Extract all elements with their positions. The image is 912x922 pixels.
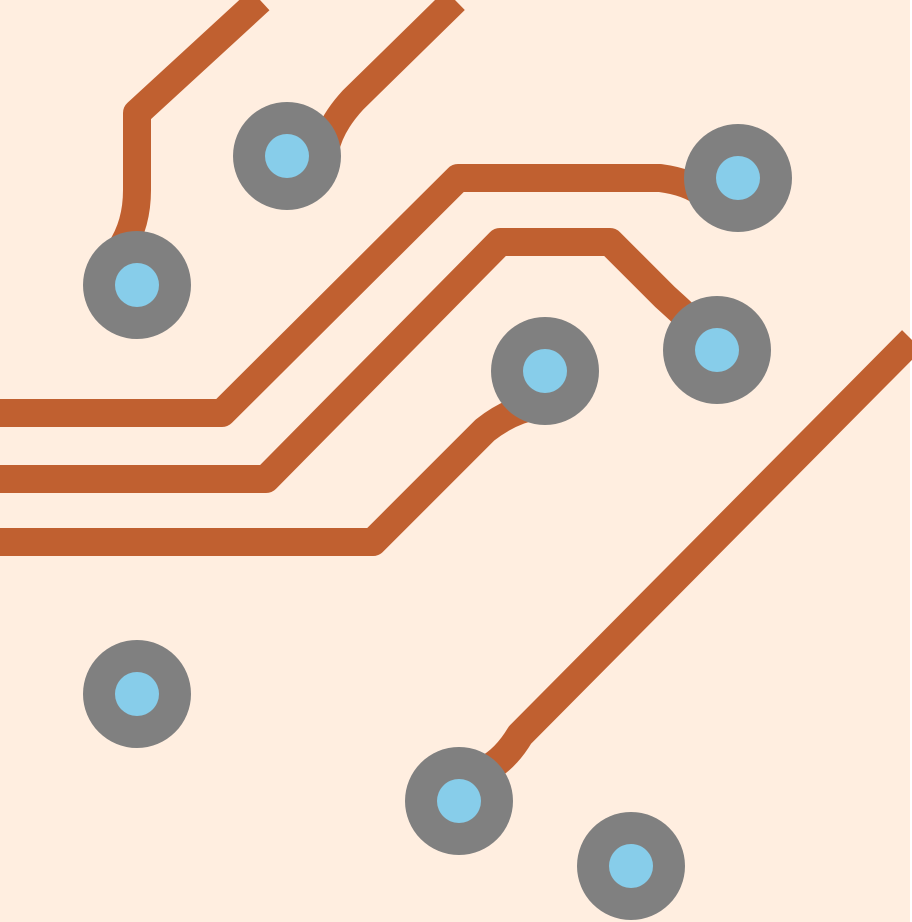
via-pad — [233, 102, 341, 210]
board-edge — [910, 0, 912, 922]
via-pads — [83, 102, 792, 920]
via-pad — [83, 640, 191, 748]
via-pad — [491, 317, 599, 425]
via-pad — [83, 231, 191, 339]
via-pad — [577, 812, 685, 920]
via-pad — [663, 296, 771, 404]
via-pad — [405, 747, 513, 855]
via-pad — [684, 124, 792, 232]
